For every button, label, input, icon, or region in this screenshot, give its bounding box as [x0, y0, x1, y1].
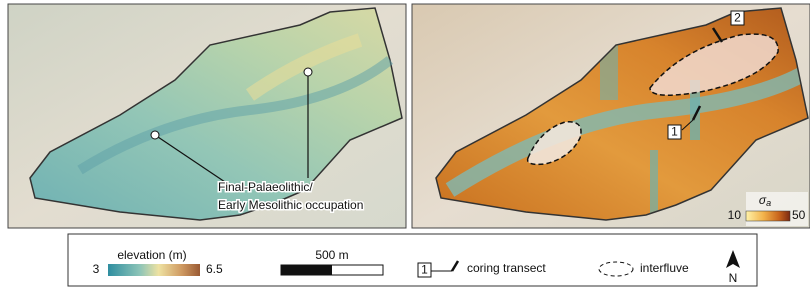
transect-label: 2	[734, 11, 741, 25]
transect-label: 1	[671, 125, 678, 139]
elevation-min: 3	[93, 262, 100, 276]
conductivity-map: 2 1 σa 10 50	[412, 4, 810, 228]
north-label: N	[729, 271, 738, 285]
figure: Final-Palaeolithic/ Early Mesolithic occ…	[0, 0, 810, 287]
interfluve-label: interfluve	[640, 261, 689, 275]
elevation-colorbar	[108, 264, 200, 276]
transect-key-label: coring transect	[467, 261, 546, 275]
elevation-title: elevation (m)	[117, 248, 186, 262]
transect-key-box: 1	[421, 263, 428, 277]
colorbar-max: 50	[792, 208, 806, 222]
subscript: a	[766, 198, 771, 208]
elevation-max: 6.5	[206, 262, 223, 276]
colorbar-min: 10	[728, 208, 742, 222]
annotation: Final-Palaeolithic/	[218, 180, 313, 194]
annotation: Early Mesolithic occupation	[218, 198, 363, 212]
scale-label: 500 m	[315, 248, 348, 262]
elevation-map: Final-Palaeolithic/ Early Mesolithic occ…	[8, 4, 406, 228]
colorbar	[746, 211, 790, 221]
legend: elevation (m) 3 6.5 500 m 1 coring trans…	[68, 234, 757, 286]
